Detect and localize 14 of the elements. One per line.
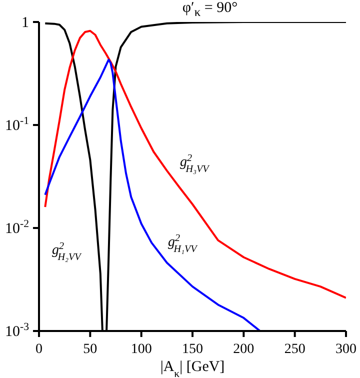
y-tick-label: 1 <box>22 15 29 31</box>
y-tick-label: 10$^{-1}$ <box>5 115 29 134</box>
x-tick-label: 100 <box>130 342 152 357</box>
x-tick-label: 300 <box>336 342 356 357</box>
x-axis-title: |A$_{κ}$| [GeV] <box>160 359 225 378</box>
x-tick-label: 150 <box>182 342 203 357</box>
line-series <box>44 58 262 331</box>
x-tick-label: 50 <box>83 342 98 357</box>
x-tick-label: 250 <box>284 342 306 357</box>
y-tick-label: 10$^{-3}$ <box>5 321 29 340</box>
x-tick-label: 0 <box>36 342 42 357</box>
y-tick-label: 10$^{-2}$ <box>5 218 29 237</box>
x-tick-label: 200 <box>233 342 254 357</box>
chart-title: φ′$_{κ}$ = 90° <box>181 0 239 20</box>
